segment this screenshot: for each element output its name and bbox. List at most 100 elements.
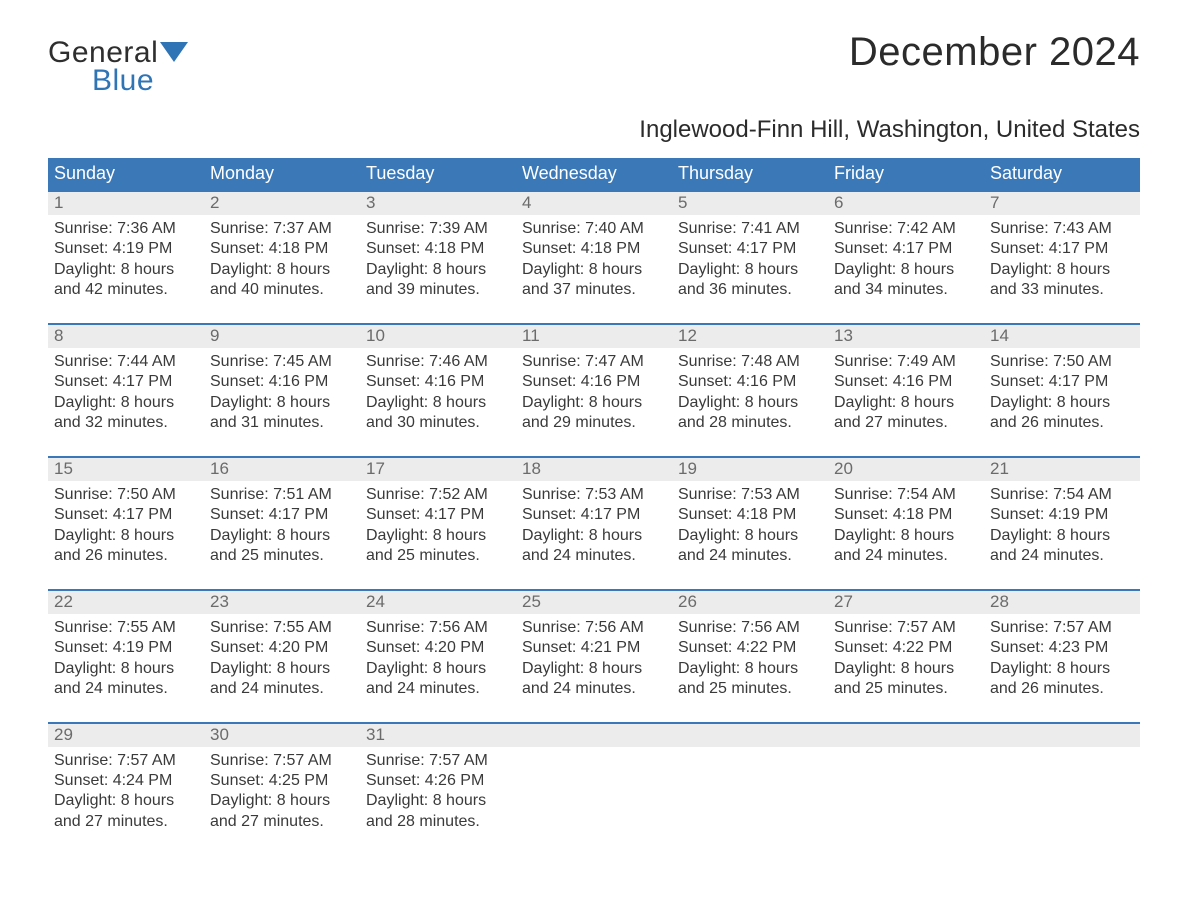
daylight-line-2: and 27 minutes. <box>54 812 198 832</box>
sunrise-line: Sunrise: 7:57 AM <box>210 751 354 771</box>
day-number: 21 <box>984 458 1140 481</box>
calendar: Sunday Monday Tuesday Wednesday Thursday… <box>48 158 1140 854</box>
day-cell: Sunrise: 7:44 AMSunset: 4:17 PMDaylight:… <box>48 348 204 456</box>
sunrise-line: Sunrise: 7:57 AM <box>834 618 978 638</box>
sunrise-line: Sunrise: 7:37 AM <box>210 219 354 239</box>
day-cell: Sunrise: 7:56 AMSunset: 4:22 PMDaylight:… <box>672 614 828 722</box>
daylight-line-1: Daylight: 8 hours <box>210 526 354 546</box>
daylight-line-2: and 42 minutes. <box>54 280 198 300</box>
daylight-line-1: Daylight: 8 hours <box>54 791 198 811</box>
day-cell: Sunrise: 7:40 AMSunset: 4:18 PMDaylight:… <box>516 215 672 323</box>
daylight-line-2: and 24 minutes. <box>366 679 510 699</box>
day-cell: Sunrise: 7:50 AMSunset: 4:17 PMDaylight:… <box>48 481 204 589</box>
sunset-line: Sunset: 4:26 PM <box>366 771 510 791</box>
daylight-line-1: Daylight: 8 hours <box>54 260 198 280</box>
daylight-line-2: and 24 minutes. <box>678 546 822 566</box>
daylight-line-2: and 27 minutes. <box>834 413 978 433</box>
day-cell: Sunrise: 7:53 AMSunset: 4:17 PMDaylight:… <box>516 481 672 589</box>
sunset-line: Sunset: 4:18 PM <box>210 239 354 259</box>
day-cell: Sunrise: 7:54 AMSunset: 4:19 PMDaylight:… <box>984 481 1140 589</box>
day-cell: Sunrise: 7:55 AMSunset: 4:19 PMDaylight:… <box>48 614 204 722</box>
sunset-line: Sunset: 4:18 PM <box>522 239 666 259</box>
daylight-line-2: and 36 minutes. <box>678 280 822 300</box>
weekday-header: Sunday <box>48 158 204 190</box>
logo-word-blue: Blue <box>92 64 154 98</box>
daylight-line-1: Daylight: 8 hours <box>990 260 1134 280</box>
weekday-header: Wednesday <box>516 158 672 190</box>
sunset-line: Sunset: 4:17 PM <box>990 372 1134 392</box>
day-content-strip: Sunrise: 7:36 AMSunset: 4:19 PMDaylight:… <box>48 215 1140 323</box>
sunset-line: Sunset: 4:17 PM <box>678 239 822 259</box>
day-number: 27 <box>828 591 984 614</box>
week-row: 293031Sunrise: 7:57 AMSunset: 4:24 PMDay… <box>48 722 1140 855</box>
daylight-line-1: Daylight: 8 hours <box>210 393 354 413</box>
daylight-line-1: Daylight: 8 hours <box>678 393 822 413</box>
daylight-line-1: Daylight: 8 hours <box>990 659 1134 679</box>
day-number: 2 <box>204 192 360 215</box>
daylight-line-2: and 26 minutes. <box>990 413 1134 433</box>
day-number: 31 <box>360 724 516 747</box>
daylight-line-2: and 33 minutes. <box>990 280 1134 300</box>
day-cell: Sunrise: 7:56 AMSunset: 4:21 PMDaylight:… <box>516 614 672 722</box>
sunrise-line: Sunrise: 7:52 AM <box>366 485 510 505</box>
weekday-header: Tuesday <box>360 158 516 190</box>
day-cell: Sunrise: 7:36 AMSunset: 4:19 PMDaylight:… <box>48 215 204 323</box>
day-cell: Sunrise: 7:50 AMSunset: 4:17 PMDaylight:… <box>984 348 1140 456</box>
day-cell: Sunrise: 7:57 AMSunset: 4:25 PMDaylight:… <box>204 747 360 855</box>
day-number: 6 <box>828 192 984 215</box>
daylight-line-2: and 25 minutes. <box>210 546 354 566</box>
sunset-line: Sunset: 4:17 PM <box>54 372 198 392</box>
day-cell: Sunrise: 7:41 AMSunset: 4:17 PMDaylight:… <box>672 215 828 323</box>
daylight-line-1: Daylight: 8 hours <box>210 260 354 280</box>
day-number: 11 <box>516 325 672 348</box>
sunrise-line: Sunrise: 7:56 AM <box>522 618 666 638</box>
day-cell: Sunrise: 7:43 AMSunset: 4:17 PMDaylight:… <box>984 215 1140 323</box>
sunset-line: Sunset: 4:16 PM <box>366 372 510 392</box>
day-cell: Sunrise: 7:49 AMSunset: 4:16 PMDaylight:… <box>828 348 984 456</box>
sunrise-line: Sunrise: 7:57 AM <box>990 618 1134 638</box>
day-number: 23 <box>204 591 360 614</box>
sunrise-line: Sunrise: 7:46 AM <box>366 352 510 372</box>
day-cell <box>984 747 1140 855</box>
day-cell: Sunrise: 7:45 AMSunset: 4:16 PMDaylight:… <box>204 348 360 456</box>
daylight-line-1: Daylight: 8 hours <box>54 659 198 679</box>
day-content-strip: Sunrise: 7:50 AMSunset: 4:17 PMDaylight:… <box>48 481 1140 589</box>
sunset-line: Sunset: 4:17 PM <box>54 505 198 525</box>
day-cell: Sunrise: 7:46 AMSunset: 4:16 PMDaylight:… <box>360 348 516 456</box>
day-number: 4 <box>516 192 672 215</box>
title-block: December 2024 <box>849 30 1140 75</box>
sunrise-line: Sunrise: 7:39 AM <box>366 219 510 239</box>
daylight-line-1: Daylight: 8 hours <box>678 260 822 280</box>
day-number: 30 <box>204 724 360 747</box>
sunset-line: Sunset: 4:17 PM <box>210 505 354 525</box>
sunrise-line: Sunrise: 7:48 AM <box>678 352 822 372</box>
daylight-line-1: Daylight: 8 hours <box>54 526 198 546</box>
daylight-line-2: and 28 minutes. <box>678 413 822 433</box>
day-number: 5 <box>672 192 828 215</box>
sunset-line: Sunset: 4:25 PM <box>210 771 354 791</box>
day-cell: Sunrise: 7:57 AMSunset: 4:22 PMDaylight:… <box>828 614 984 722</box>
day-number <box>516 724 672 747</box>
day-number: 8 <box>48 325 204 348</box>
day-cell: Sunrise: 7:55 AMSunset: 4:20 PMDaylight:… <box>204 614 360 722</box>
sunset-line: Sunset: 4:19 PM <box>54 638 198 658</box>
header: General Blue December 2024 <box>48 30 1140 98</box>
daylight-line-1: Daylight: 8 hours <box>366 526 510 546</box>
location-line: Inglewood-Finn Hill, Washington, United … <box>48 116 1140 144</box>
daylight-line-2: and 31 minutes. <box>210 413 354 433</box>
day-cell: Sunrise: 7:57 AMSunset: 4:24 PMDaylight:… <box>48 747 204 855</box>
sunset-line: Sunset: 4:17 PM <box>522 505 666 525</box>
daylight-line-2: and 34 minutes. <box>834 280 978 300</box>
sunset-line: Sunset: 4:18 PM <box>834 505 978 525</box>
daylight-line-1: Daylight: 8 hours <box>834 260 978 280</box>
weekday-header: Saturday <box>984 158 1140 190</box>
sunrise-line: Sunrise: 7:54 AM <box>834 485 978 505</box>
daylight-line-2: and 25 minutes. <box>366 546 510 566</box>
day-cell <box>516 747 672 855</box>
sunrise-line: Sunrise: 7:53 AM <box>522 485 666 505</box>
day-number: 19 <box>672 458 828 481</box>
day-number: 12 <box>672 325 828 348</box>
sunrise-line: Sunrise: 7:53 AM <box>678 485 822 505</box>
sunset-line: Sunset: 4:21 PM <box>522 638 666 658</box>
daylight-line-2: and 26 minutes. <box>990 679 1134 699</box>
